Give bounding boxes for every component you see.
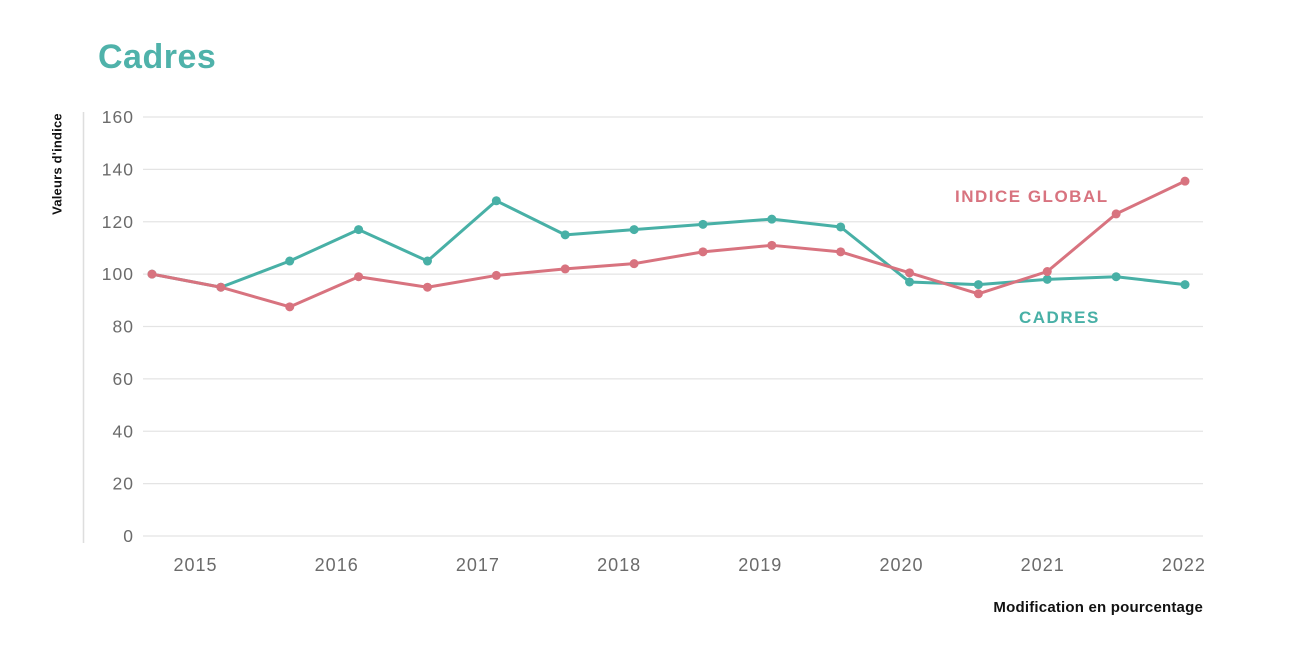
data-point-cadres [285, 256, 295, 266]
data-point-indice-global [905, 268, 915, 278]
series-label-indice-global: INDICE GLOBAL [955, 187, 1109, 206]
data-point-indice-global [216, 282, 226, 292]
data-point-cadres [1111, 272, 1121, 282]
data-point-cadres [629, 225, 639, 235]
y-tick-label: 0 [123, 526, 134, 546]
data-point-cadres [905, 277, 915, 287]
data-point-cadres [1180, 280, 1190, 290]
x-tick-label: 2018 [597, 555, 641, 575]
data-point-cadres [422, 256, 432, 266]
data-point-indice-global [491, 270, 501, 280]
data-point-indice-global [629, 259, 639, 269]
data-point-cadres [1042, 274, 1052, 284]
y-tick-label: 40 [113, 421, 134, 441]
data-point-cadres [698, 219, 708, 229]
data-point-cadres [767, 214, 777, 224]
data-point-indice-global [1180, 176, 1190, 186]
y-tick-label: 140 [102, 159, 134, 179]
data-point-indice-global [836, 247, 846, 257]
data-point-indice-global [560, 264, 570, 274]
x-tick-label: 2019 [738, 555, 782, 575]
data-point-indice-global [767, 240, 777, 250]
x-axis-note: Modification en pourcentage [993, 599, 1203, 616]
x-tick-label: 2020 [879, 555, 923, 575]
y-tick-label: 60 [113, 369, 134, 389]
y-tick-labels: 160 140 120 100 80 60 40 20 0 [102, 107, 134, 546]
data-point-cadres [560, 230, 570, 240]
data-point-indice-global [1111, 209, 1121, 219]
y-tick-label: 20 [113, 474, 134, 494]
chart-title: Cadres [98, 38, 217, 76]
x-tick-label: 2022 [1162, 555, 1206, 575]
data-point-indice-global [285, 302, 295, 312]
y-tick-label: 100 [102, 264, 134, 284]
data-point-cadres [836, 222, 846, 232]
data-point-indice-global [422, 282, 432, 292]
data-point-indice-global [698, 247, 708, 257]
data-point-cadres [354, 225, 364, 235]
x-tick-label: 2016 [315, 555, 359, 575]
gridlines [143, 116, 1203, 537]
x-tick-label: 2017 [456, 555, 500, 575]
y-tick-label: 80 [113, 317, 134, 337]
data-point-cadres [973, 280, 983, 290]
x-tick-labels: 2015 2016 2017 2018 2019 2020 2021 2022 [173, 555, 1206, 575]
data-point-indice-global [973, 289, 983, 299]
data-point-indice-global [147, 269, 157, 279]
x-tick-label: 2021 [1021, 555, 1065, 575]
data-point-indice-global [1042, 267, 1052, 277]
y-tick-label: 120 [102, 212, 134, 232]
data-point-indice-global [354, 272, 364, 282]
y-tick-label: 160 [102, 107, 134, 127]
data-point-cadres [491, 196, 501, 206]
x-tick-label: 2015 [173, 555, 217, 575]
series-indice-global [147, 176, 1190, 312]
series-label-cadres: CADRES [1019, 308, 1100, 327]
series-line-indice-global [150, 179, 1187, 309]
